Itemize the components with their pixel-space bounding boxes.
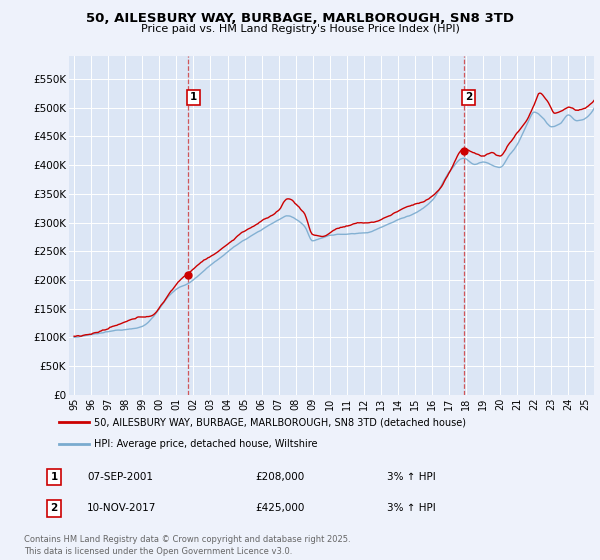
Text: £208,000: £208,000 bbox=[255, 472, 304, 482]
Text: 3% ↑ HPI: 3% ↑ HPI bbox=[387, 503, 436, 514]
Text: 10-NOV-2017: 10-NOV-2017 bbox=[87, 503, 157, 514]
Text: 50, AILESBURY WAY, BURBAGE, MARLBOROUGH, SN8 3TD (detached house): 50, AILESBURY WAY, BURBAGE, MARLBOROUGH,… bbox=[94, 417, 466, 427]
Text: 07-SEP-2001: 07-SEP-2001 bbox=[87, 472, 153, 482]
Text: Contains HM Land Registry data © Crown copyright and database right 2025.
This d: Contains HM Land Registry data © Crown c… bbox=[24, 535, 350, 556]
Text: Price paid vs. HM Land Registry's House Price Index (HPI): Price paid vs. HM Land Registry's House … bbox=[140, 24, 460, 34]
Text: 1: 1 bbox=[50, 472, 58, 482]
Text: 1: 1 bbox=[190, 92, 197, 102]
Text: 2: 2 bbox=[465, 92, 473, 102]
Text: 2: 2 bbox=[50, 503, 58, 514]
Text: £425,000: £425,000 bbox=[255, 503, 304, 514]
Text: 3% ↑ HPI: 3% ↑ HPI bbox=[387, 472, 436, 482]
Text: 50, AILESBURY WAY, BURBAGE, MARLBOROUGH, SN8 3TD: 50, AILESBURY WAY, BURBAGE, MARLBOROUGH,… bbox=[86, 12, 514, 25]
Text: HPI: Average price, detached house, Wiltshire: HPI: Average price, detached house, Wilt… bbox=[94, 439, 317, 449]
